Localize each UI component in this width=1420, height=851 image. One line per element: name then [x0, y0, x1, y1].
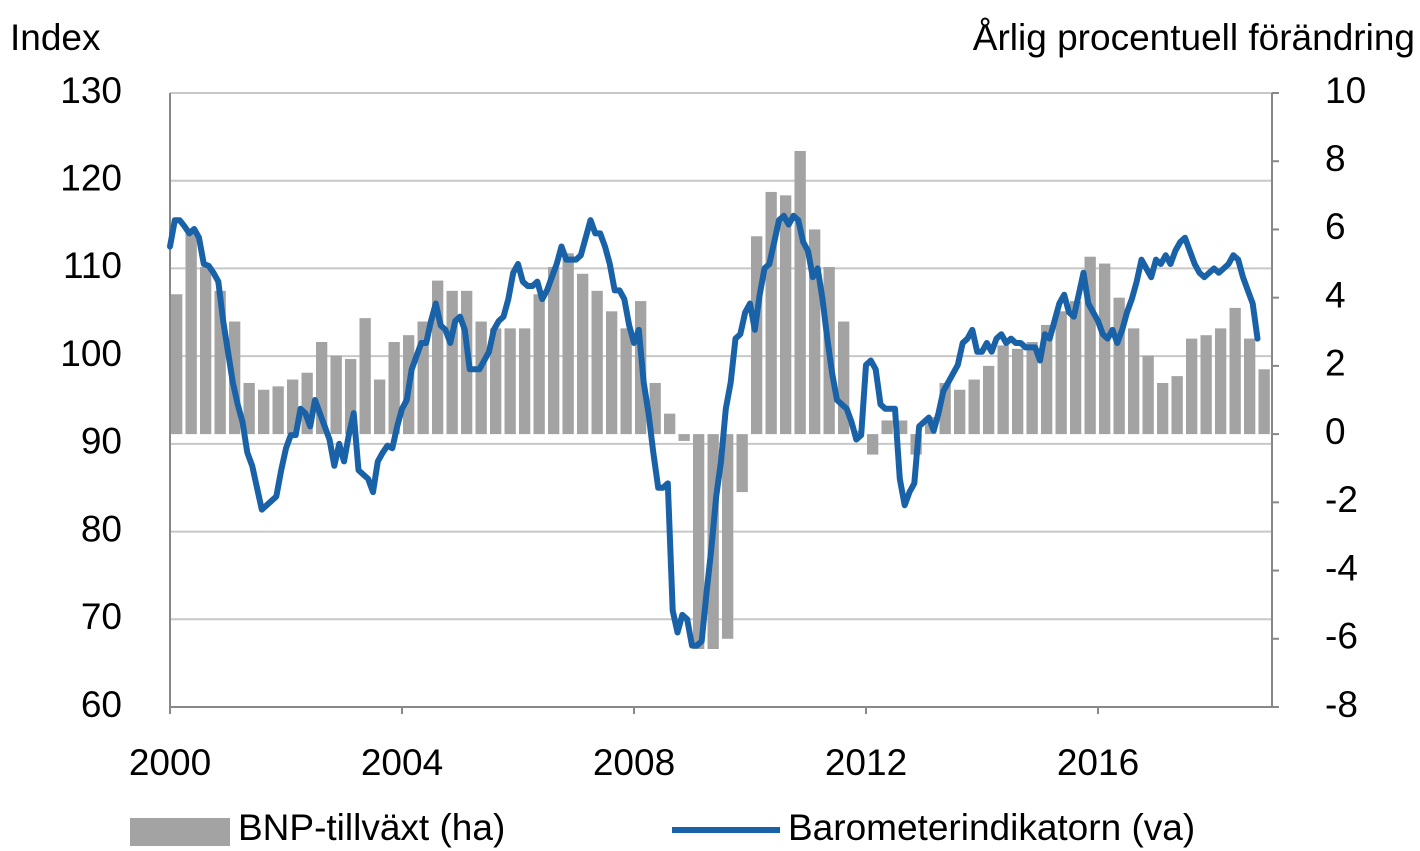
bar — [1215, 328, 1227, 435]
y2-tick-label: 8 — [1325, 138, 1346, 179]
bar — [1055, 311, 1067, 435]
bar — [852, 430, 864, 435]
bar — [1258, 369, 1270, 435]
bar — [272, 386, 284, 435]
x-tick-label: 2004 — [361, 742, 443, 783]
y-axis-label: Index — [10, 17, 101, 58]
bar — [939, 382, 951, 435]
x-tick-label: 2012 — [825, 742, 907, 783]
y2-tick-label: 4 — [1325, 274, 1346, 315]
y-tick-label: 60 — [81, 684, 122, 725]
line — [167, 212, 1261, 649]
bar — [1157, 382, 1169, 435]
bar — [794, 150, 806, 435]
y-tick-label: 120 — [60, 157, 122, 198]
y-tick-label: 70 — [81, 596, 122, 637]
x-tick-label: 2008 — [593, 742, 675, 783]
bar — [301, 372, 313, 435]
y2-tick-label: -8 — [1325, 684, 1358, 725]
bar — [736, 434, 748, 493]
y2-tick-label: 10 — [1325, 70, 1366, 111]
y2-tick-label: -2 — [1325, 479, 1358, 520]
legend-swatch — [130, 818, 230, 846]
bar — [765, 191, 777, 435]
bar — [997, 345, 1009, 435]
bar — [200, 266, 212, 435]
y2-tick-label: -6 — [1325, 616, 1358, 657]
y-tick-label: 100 — [60, 333, 122, 374]
bar — [1070, 301, 1082, 435]
bar — [446, 290, 458, 435]
bar — [1099, 263, 1111, 435]
y-tick-label: 80 — [81, 508, 122, 549]
bar — [1142, 355, 1154, 435]
bar — [548, 266, 560, 435]
bar — [1200, 335, 1212, 435]
legend-label: BNP-tillväxt (ha) — [238, 807, 505, 848]
y2-tick-label: -4 — [1325, 547, 1358, 588]
bar — [664, 413, 676, 435]
bar — [896, 420, 908, 435]
y2-axis-label: Årlig procentuell förändring — [973, 17, 1415, 58]
bar — [577, 273, 589, 435]
bar — [475, 321, 487, 435]
bar — [1012, 348, 1024, 435]
bar — [345, 359, 357, 435]
bar — [881, 420, 893, 435]
bar — [490, 328, 502, 435]
bar — [838, 321, 850, 435]
y-tick-label: 110 — [63, 245, 122, 286]
bar — [1229, 307, 1241, 435]
bar — [751, 236, 763, 435]
bar — [432, 280, 444, 435]
bar — [722, 434, 734, 639]
bar — [417, 321, 429, 435]
bar — [185, 232, 197, 435]
bar — [1041, 324, 1053, 435]
bar — [620, 328, 632, 435]
bar — [1113, 297, 1125, 435]
bar — [533, 294, 545, 435]
bar — [1084, 256, 1096, 435]
bar — [287, 379, 299, 435]
bar — [591, 290, 603, 435]
legend-label: Barometerindikatorn (va) — [788, 807, 1195, 848]
bar — [867, 434, 879, 455]
y-tick-label: 90 — [81, 421, 122, 462]
bar — [359, 318, 371, 435]
bar — [1244, 338, 1256, 435]
bar — [968, 379, 980, 435]
bar — [519, 328, 531, 435]
y2-tick-label: 6 — [1325, 206, 1346, 247]
bar — [1186, 338, 1198, 435]
bar — [693, 434, 705, 650]
bar — [649, 382, 661, 435]
bar — [606, 311, 618, 435]
bar — [316, 342, 328, 435]
bar — [374, 379, 386, 435]
bar — [504, 328, 516, 435]
bar — [809, 229, 821, 435]
bar — [983, 365, 995, 435]
bar — [678, 434, 690, 441]
bar — [562, 253, 574, 435]
bar — [330, 355, 342, 435]
bar — [1026, 342, 1038, 435]
bar — [954, 389, 966, 435]
bar — [171, 294, 183, 435]
bar — [214, 290, 226, 435]
bar — [780, 195, 792, 435]
bar — [1171, 376, 1183, 435]
bar — [388, 342, 400, 435]
x-tick-label: 2016 — [1057, 742, 1139, 783]
y2-tick-label: 2 — [1325, 343, 1346, 384]
y2-tick-label: 0 — [1325, 411, 1346, 452]
bar — [1128, 328, 1140, 435]
bar — [243, 382, 255, 435]
x-tick-label: 2000 — [129, 742, 211, 783]
y-tick-label: 130 — [60, 70, 122, 111]
bar — [258, 389, 270, 435]
